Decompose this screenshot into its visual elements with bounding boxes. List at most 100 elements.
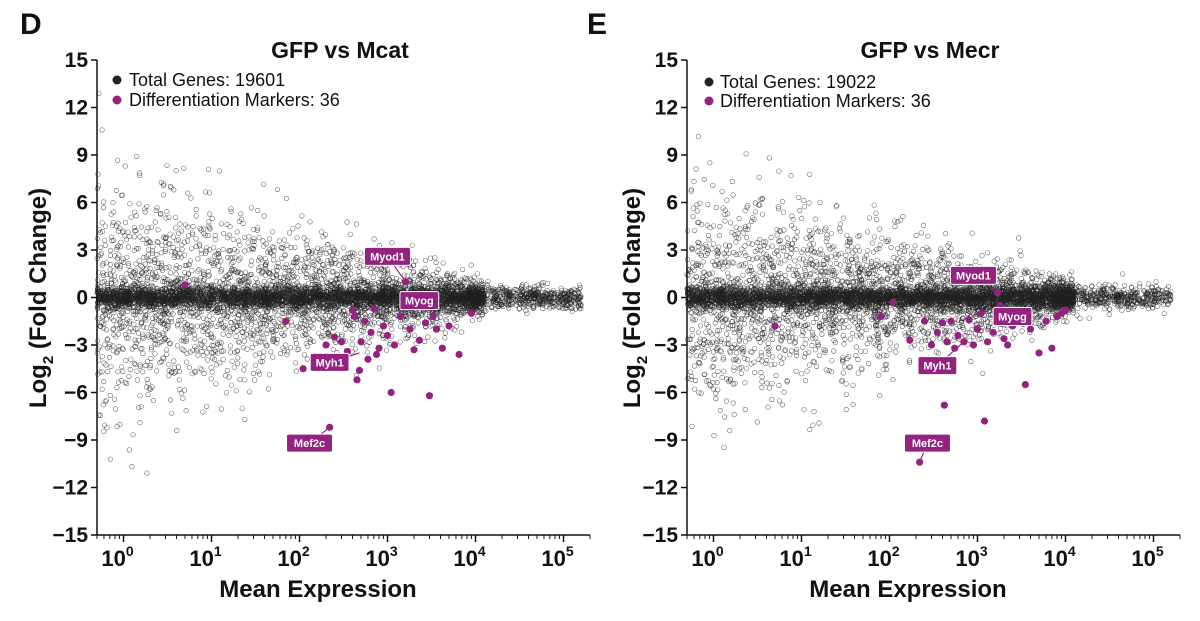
gene-point [303, 327, 309, 333]
gene-point [442, 335, 448, 341]
gene-point [242, 362, 248, 368]
gene-point [311, 262, 317, 268]
gene-point [344, 219, 350, 225]
gene-point [242, 248, 248, 254]
gene-point [205, 166, 211, 172]
gene-point [301, 235, 307, 241]
gene-point [166, 362, 172, 368]
gene-point [294, 235, 300, 241]
gene-point [240, 315, 246, 321]
gene-point [292, 360, 299, 366]
gene-point [206, 219, 212, 225]
gene-point [98, 250, 104, 256]
gene-point [347, 231, 353, 237]
gene-point [233, 388, 239, 394]
gene-point [187, 278, 193, 284]
gene-point [294, 264, 301, 270]
gene-point [108, 363, 114, 369]
gene-point [282, 271, 288, 277]
gene-point [278, 323, 284, 329]
gene-point [459, 329, 465, 335]
gene-point [256, 350, 263, 356]
gene-point [349, 342, 355, 348]
gene-point [144, 470, 150, 476]
gene-point [111, 332, 117, 338]
gene-point [134, 377, 140, 383]
gene-point [117, 225, 123, 231]
gene-point [126, 233, 132, 239]
gene-point [173, 225, 179, 231]
gene-point [224, 367, 230, 374]
gene-point [442, 330, 448, 336]
gene-point [260, 354, 266, 360]
gene-point [523, 307, 529, 314]
gene-point [130, 432, 136, 438]
gene-point [152, 309, 158, 315]
gene-point [371, 236, 377, 242]
gene-point [234, 319, 240, 325]
gene-point [157, 360, 163, 366]
gene-point [147, 365, 153, 371]
gene-point [232, 254, 238, 260]
gene-point [174, 263, 180, 269]
gene-point [140, 369, 146, 375]
gene-point [188, 195, 194, 201]
gene-point [349, 336, 355, 342]
gene-point [277, 350, 284, 357]
gene-point [200, 409, 206, 415]
gene-point [317, 316, 323, 322]
gene-point [230, 236, 236, 242]
gene-point [163, 215, 169, 221]
gene-point [248, 322, 254, 328]
gene-point [101, 428, 107, 434]
gene-point [485, 278, 491, 284]
gene-point [364, 349, 371, 355]
gene-point [323, 326, 329, 332]
gene-point [102, 342, 108, 348]
gene-point [100, 261, 106, 267]
gene-point [144, 325, 150, 331]
gene-point [228, 261, 234, 267]
gene-point [103, 397, 109, 403]
gene-point [237, 376, 243, 382]
gene-point [128, 356, 134, 362]
gene-point [227, 343, 233, 349]
gene-point [384, 347, 390, 353]
gene-point [248, 262, 254, 268]
gene-point [301, 352, 308, 358]
gene-point [166, 264, 172, 270]
gene-point [205, 232, 211, 239]
gene-point [538, 281, 545, 287]
gene-point [144, 254, 150, 260]
gene-point [293, 368, 299, 374]
gene-point [211, 253, 217, 259]
gene-point [270, 229, 276, 235]
gene-point [115, 228, 121, 234]
gene-point [174, 343, 181, 349]
gene-point [234, 229, 240, 235]
gene-point [155, 227, 161, 233]
gene-point [544, 280, 550, 286]
gene-point [151, 336, 157, 342]
gene-point [99, 262, 105, 268]
gene-point [248, 205, 254, 211]
gene-point [325, 242, 331, 248]
gene-point [119, 309, 125, 315]
gene-point [313, 249, 319, 255]
gene-point [267, 315, 274, 321]
gene-point [204, 403, 210, 409]
gene-point [354, 257, 360, 263]
gene-point [293, 340, 300, 347]
gene-point [176, 230, 182, 236]
gene-point [286, 230, 293, 236]
gene-point [133, 261, 139, 267]
gene-point [290, 329, 296, 335]
gene-point [99, 354, 105, 360]
gene-point [195, 256, 201, 262]
gene-point [422, 338, 428, 345]
gene-point [358, 257, 364, 263]
gene-point [154, 368, 160, 374]
gene-point [197, 341, 203, 347]
gene-point [297, 268, 303, 274]
gene-point [239, 405, 245, 411]
